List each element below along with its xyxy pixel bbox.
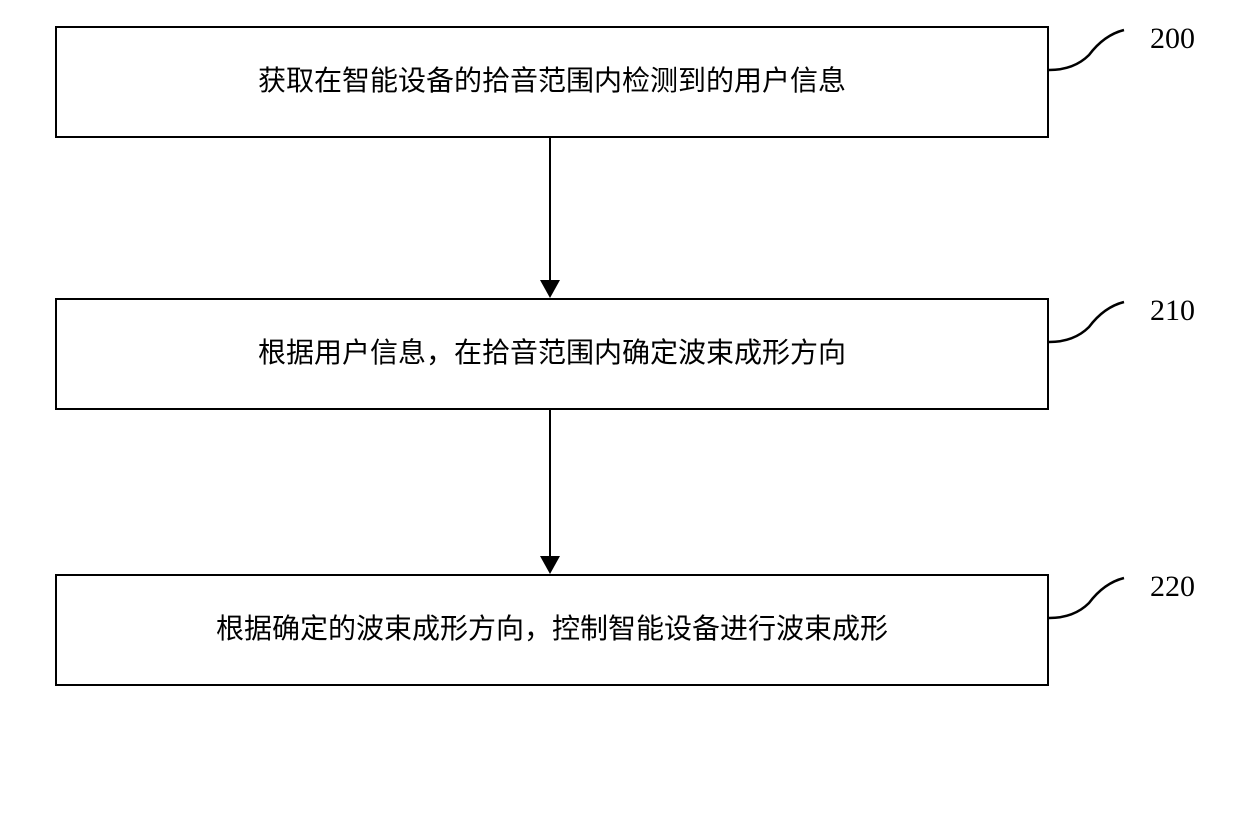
arrow-head-200-210 (540, 280, 560, 298)
arrow-200-210 (549, 138, 551, 282)
flow-node-210: 根据用户信息，在拾音范围内确定波束成形方向 (55, 298, 1049, 410)
flow-node-220: 根据确定的波束成形方向，控制智能设备进行波束成形 (55, 574, 1049, 686)
flow-label-220: 220 (1150, 570, 1195, 604)
flow-node-200-text: 获取在智能设备的拾音范围内检测到的用户信息 (258, 62, 846, 101)
flow-node-220-text: 根据确定的波束成形方向，控制智能设备进行波束成形 (216, 610, 888, 649)
flow-node-200: 获取在智能设备的拾音范围内检测到的用户信息 (55, 26, 1049, 138)
flowchart-container: 获取在智能设备的拾音范围内检测到的用户信息 200 根据用户信息，在拾音范围内确… (0, 0, 1240, 816)
callout-curve-200 (1049, 20, 1149, 90)
callout-curve-220 (1049, 568, 1149, 638)
callout-curve-210 (1049, 292, 1149, 362)
flow-label-210: 210 (1150, 294, 1195, 328)
flow-node-210-text: 根据用户信息，在拾音范围内确定波束成形方向 (258, 334, 846, 373)
flow-label-200: 200 (1150, 22, 1195, 56)
arrow-210-220 (549, 410, 551, 558)
arrow-head-210-220 (540, 556, 560, 574)
